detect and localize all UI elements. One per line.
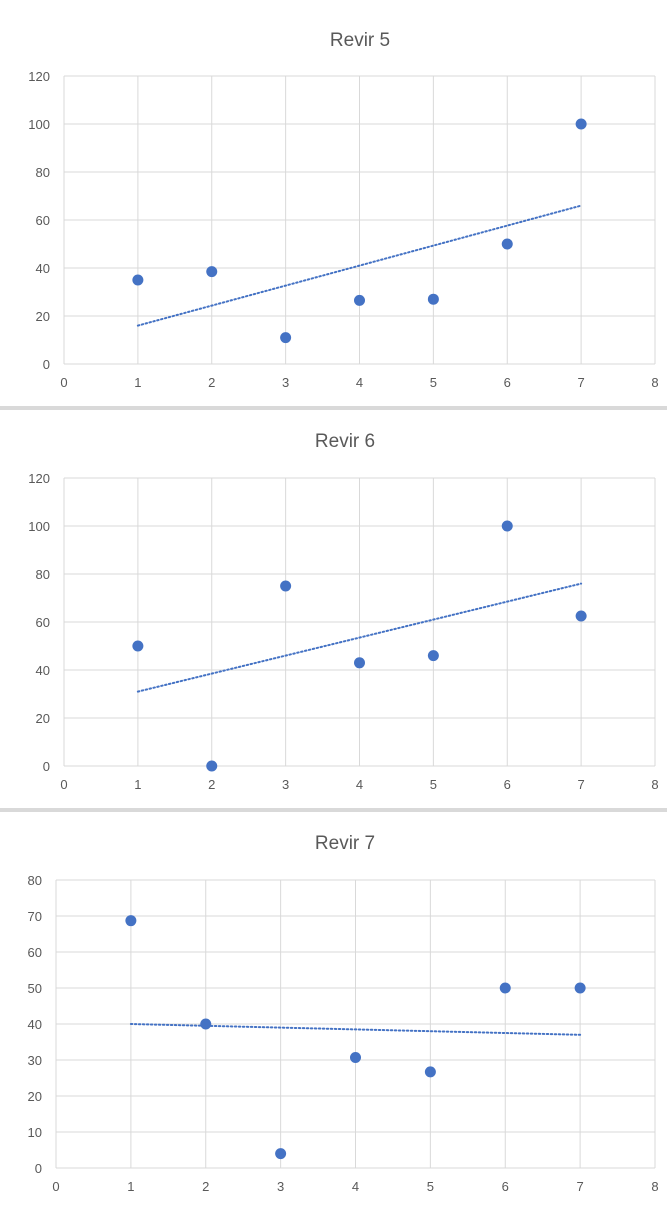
data-point	[574, 982, 586, 994]
data-point	[427, 650, 439, 662]
chart-title: Revir 6	[315, 431, 375, 452]
y-tick-label: 30	[28, 1053, 42, 1068]
x-tick-label: 6	[504, 375, 511, 390]
x-tick-label: 2	[208, 375, 215, 390]
y-tick-label: 120	[28, 471, 50, 486]
y-tick-label: 0	[43, 759, 50, 774]
chart-revir-6: Revir 6 0 20 40 60 80 100 120 0 1 2 3 4 5 6 7 8	[0, 410, 667, 808]
data-point	[354, 657, 365, 669]
x-tick-label: 4	[356, 777, 363, 792]
y-tick-label: 80	[28, 873, 42, 888]
data-point	[125, 915, 137, 927]
x-tick-label: 2	[208, 777, 215, 792]
trendline	[129, 1023, 582, 1036]
x-tick-label: 8	[651, 777, 658, 792]
y-tick-label: 20	[36, 309, 50, 324]
chart-revir-5-plot: Revir 5 0 20 40 60 80 100 120 0 1 2 3 4 5 6 7 8	[28, 30, 658, 390]
chart-separator	[0, 406, 667, 410]
y-tick-label: 40	[36, 261, 50, 276]
data-point	[275, 1148, 287, 1160]
data-point	[350, 1051, 361, 1063]
data-point	[206, 760, 218, 772]
y-tick-label: 120	[28, 69, 50, 84]
chart-title: Revir 5	[330, 30, 390, 51]
chart-revir-6-plot: Revir 6 0 20 40 60 80 100 120 0 1 2 3 4 5 6 7 8	[28, 431, 658, 792]
data-point	[206, 266, 218, 278]
x-tick-label: 6	[502, 1179, 509, 1194]
chart-revir-7: Revir 7 0 10 20 30 40 50 60 70 80 0 1 2 3 4 5 6 7 8	[0, 812, 667, 1206]
y-tick-label: 60	[36, 615, 50, 630]
data-point	[132, 274, 144, 286]
x-tick-label: 3	[277, 1179, 284, 1194]
data-point	[280, 332, 292, 344]
y-tick-label: 20	[28, 1089, 42, 1104]
y-tick-label: 70	[28, 909, 42, 924]
data-point	[200, 1018, 212, 1030]
data-point	[575, 610, 587, 622]
x-tick-label: 3	[282, 375, 289, 390]
data-point	[354, 294, 365, 306]
x-tick-label: 6	[504, 777, 511, 792]
x-tick-label: 7	[578, 375, 585, 390]
data-point	[499, 982, 511, 994]
y-tick-label: 100	[28, 117, 50, 132]
chart-title: Revir 7	[315, 833, 375, 854]
data-point	[424, 1066, 436, 1078]
y-tick-label: 0	[43, 357, 50, 372]
x-tick-label: 4	[352, 1179, 359, 1194]
chart-revir-7-plot: Revir 7 0 10 20 30 40 50 60 70 80 0 1 2 3 4 5 6 7 8	[28, 833, 659, 1194]
x-tick-label: 1	[134, 777, 141, 792]
trendline	[136, 582, 583, 693]
x-tick-label: 5	[430, 777, 437, 792]
chart-revir-5: Revir 5 0 20 40 60 80 100 120 0 1 2 3 4 5 6 7 8	[0, 0, 667, 406]
y-tick-label: 80	[36, 567, 50, 582]
data-point	[132, 640, 144, 652]
y-tick-label: 60	[28, 945, 42, 960]
y-tick-label: 60	[36, 213, 50, 228]
y-tick-label: 100	[28, 519, 50, 534]
x-tick-label: 0	[52, 1179, 59, 1194]
x-tick-label: 4	[356, 375, 363, 390]
y-tick-label: 10	[28, 1125, 42, 1140]
data-point	[280, 580, 292, 592]
data-point	[575, 118, 587, 130]
x-tick-label: 1	[134, 375, 141, 390]
y-tick-label: 40	[28, 1017, 42, 1032]
x-tick-label: 8	[651, 375, 658, 390]
y-tick-label: 50	[28, 981, 42, 996]
data-point	[501, 238, 513, 250]
x-tick-label: 0	[60, 375, 67, 390]
y-tick-label: 0	[35, 1161, 42, 1176]
x-tick-label: 5	[430, 375, 437, 390]
y-tick-label: 80	[36, 165, 50, 180]
y-tick-label: 40	[36, 663, 50, 678]
x-tick-label: 2	[202, 1179, 209, 1194]
x-tick-label: 8	[651, 1179, 658, 1194]
y-tick-label: 20	[36, 711, 50, 726]
x-tick-label: 0	[60, 777, 67, 792]
data-point	[501, 520, 513, 532]
trendline	[136, 204, 583, 327]
x-tick-label: 5	[427, 1179, 434, 1194]
x-tick-label: 7	[577, 1179, 584, 1194]
x-tick-label: 3	[282, 777, 289, 792]
x-tick-label: 1	[127, 1179, 134, 1194]
chart-separator	[0, 808, 667, 812]
x-tick-label: 7	[578, 777, 585, 792]
data-point	[427, 293, 439, 305]
